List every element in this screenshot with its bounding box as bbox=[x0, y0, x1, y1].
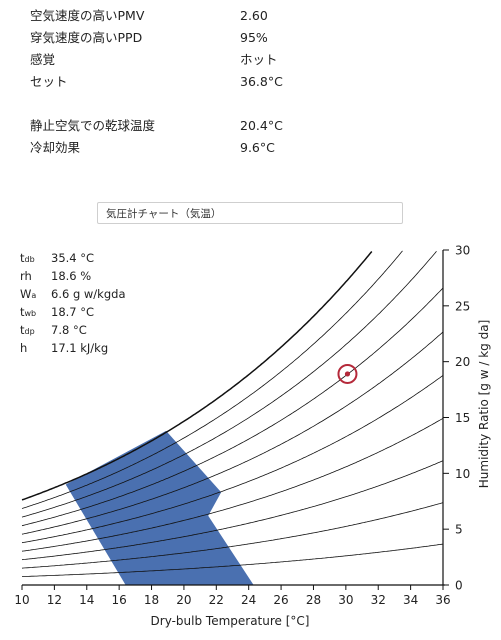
result-label: セット bbox=[30, 74, 68, 89]
result-value: ホット bbox=[240, 52, 278, 67]
y-tick-label: 0 bbox=[455, 579, 463, 593]
rh-curve bbox=[21, 250, 403, 509]
result-value: 20.4°C bbox=[240, 118, 283, 133]
result-label: 冷却効果 bbox=[30, 140, 81, 155]
y-tick-label: 10 bbox=[455, 467, 470, 481]
rh-curve bbox=[21, 460, 444, 561]
rh-curve bbox=[21, 375, 444, 544]
x-tick-label: 10 bbox=[14, 593, 29, 607]
x-tick-label: 28 bbox=[306, 593, 321, 607]
tab-psychrometric-chart[interactable]: 気圧計チャート（気温） bbox=[97, 202, 403, 224]
y-tick-label: 25 bbox=[455, 299, 470, 313]
x-tick-label: 16 bbox=[112, 593, 127, 607]
input-symbol: tdp bbox=[20, 323, 35, 337]
result-value: 2.60 bbox=[240, 8, 268, 23]
psychrometric-chart: 10 12 14 16 18 20 22 24 26 28 30 32 34 36 0 5 10 15 20 25 30… bbox=[14, 244, 491, 629]
result-value: 9.6°C bbox=[240, 140, 275, 155]
x-tick-label: 20 bbox=[176, 593, 191, 607]
result-value: 36.8°C bbox=[240, 74, 283, 89]
y-tick-label: 30 bbox=[455, 244, 470, 258]
input-value: 35.4 °C bbox=[51, 251, 95, 265]
rh-curve bbox=[21, 502, 444, 569]
rh-curve bbox=[21, 287, 444, 527]
y-axis-label: Humidity Ratio [g w / kg da] bbox=[477, 320, 491, 488]
x-tick-label: 36 bbox=[435, 593, 450, 607]
rh-curve bbox=[21, 331, 444, 535]
current-state-point bbox=[344, 371, 351, 377]
input-value: 7.8 °C bbox=[51, 323, 87, 337]
x-tick-label: 26 bbox=[273, 593, 288, 607]
x-tick-label: 22 bbox=[209, 593, 224, 607]
rh-curve bbox=[21, 417, 444, 552]
x-axis-label: Dry-bulb Temperature [°C] bbox=[151, 614, 310, 628]
saturation-curve bbox=[21, 251, 373, 501]
x-tick-label: 34 bbox=[403, 593, 418, 607]
input-value: 6.6 g w/kgda bbox=[51, 287, 126, 301]
rh-curve bbox=[21, 543, 444, 577]
result-value: 95% bbox=[240, 30, 268, 45]
x-tick-label: 32 bbox=[371, 593, 386, 607]
x-tick-label: 14 bbox=[79, 593, 94, 607]
input-value: 18.7 °C bbox=[51, 305, 95, 319]
input-value: 18.6 % bbox=[51, 269, 92, 283]
x-tick-label: 24 bbox=[241, 593, 256, 607]
result-label: 静止空気での乾球温度 bbox=[30, 118, 156, 133]
input-symbol: Wa bbox=[20, 287, 37, 301]
input-symbol: tdb bbox=[20, 251, 35, 265]
result-label: 空気速度の高いPMV bbox=[30, 8, 145, 23]
current-state-ring bbox=[337, 363, 358, 384]
y-tick-label: 20 bbox=[455, 355, 470, 369]
input-symbol: h bbox=[20, 341, 28, 355]
input-symbol: rh bbox=[20, 269, 32, 283]
input-value: 17.1 kJ/kg bbox=[51, 341, 109, 355]
rh-curve bbox=[21, 250, 437, 518]
x-tick-label: 30 bbox=[338, 593, 353, 607]
x-tick-label: 18 bbox=[144, 593, 159, 607]
x-tick-label: 12 bbox=[47, 593, 62, 607]
y-tick-label: 15 bbox=[455, 411, 470, 425]
input-symbol: twb bbox=[20, 305, 37, 319]
result-label: 穿気速度の高いPPD bbox=[30, 30, 143, 45]
y-tick-label: 5 bbox=[455, 523, 463, 537]
comfort-zone bbox=[65, 430, 254, 585]
result-label: 感覚 bbox=[30, 52, 56, 67]
